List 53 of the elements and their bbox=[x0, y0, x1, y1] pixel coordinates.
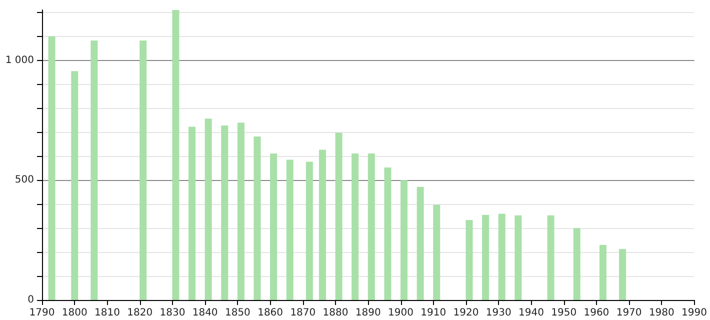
bar bbox=[237, 122, 244, 300]
x-tick-label: 1900 bbox=[388, 308, 414, 318]
bar bbox=[368, 154, 375, 300]
x-tick-label: 1810 bbox=[94, 308, 120, 318]
x-tick-label: 1880 bbox=[322, 308, 348, 318]
bar bbox=[270, 154, 278, 300]
x-tick-label: 1990 bbox=[682, 308, 707, 318]
bar bbox=[140, 40, 147, 300]
x-tick-label: 1820 bbox=[127, 308, 153, 318]
bar bbox=[619, 248, 626, 300]
x-tick-label: 1840 bbox=[192, 308, 218, 318]
bar bbox=[547, 215, 554, 300]
x-tick-label: 1940 bbox=[518, 308, 544, 318]
x-tick-label: 1930 bbox=[486, 308, 512, 318]
bar bbox=[416, 186, 424, 300]
bar bbox=[400, 180, 408, 300]
y-tick-label: 0 bbox=[28, 294, 34, 306]
x-tick-label: 1920 bbox=[453, 308, 479, 318]
bar bbox=[352, 154, 359, 300]
bar bbox=[335, 132, 342, 300]
bar bbox=[514, 215, 522, 300]
bar bbox=[599, 244, 606, 300]
x-tick-label: 1870 bbox=[290, 308, 316, 318]
bar bbox=[221, 126, 228, 300]
x-tick-label: 1830 bbox=[160, 308, 186, 318]
x-tick-label: 1910 bbox=[420, 308, 446, 318]
bar bbox=[254, 136, 261, 300]
bar bbox=[204, 118, 212, 300]
bar bbox=[306, 162, 313, 300]
bar bbox=[433, 204, 440, 300]
x-tick-label: 1850 bbox=[224, 308, 250, 318]
x-tick-label: 1980 bbox=[648, 308, 674, 318]
bar bbox=[48, 36, 56, 300]
bar bbox=[573, 228, 580, 300]
y-tick-label: 1 000 bbox=[5, 54, 34, 66]
bar bbox=[90, 40, 98, 300]
x-tick-label: 1860 bbox=[258, 308, 284, 318]
bar bbox=[286, 160, 294, 300]
bar bbox=[482, 214, 490, 300]
bar bbox=[466, 220, 473, 300]
x-tick-label: 1800 bbox=[62, 308, 88, 318]
x-tick-label: 1890 bbox=[355, 308, 381, 318]
bar bbox=[318, 150, 326, 300]
x-tick-label: 1960 bbox=[584, 308, 610, 318]
bar bbox=[498, 214, 506, 300]
y-tick-label: 500 bbox=[14, 174, 34, 186]
x-tick-label: 1790 bbox=[29, 308, 55, 318]
x-tick-label: 1970 bbox=[616, 308, 642, 318]
bar bbox=[188, 126, 196, 300]
x-tick-label: 1950 bbox=[551, 308, 577, 318]
bar bbox=[384, 167, 392, 300]
bar bbox=[71, 71, 78, 300]
bar bbox=[172, 10, 180, 300]
